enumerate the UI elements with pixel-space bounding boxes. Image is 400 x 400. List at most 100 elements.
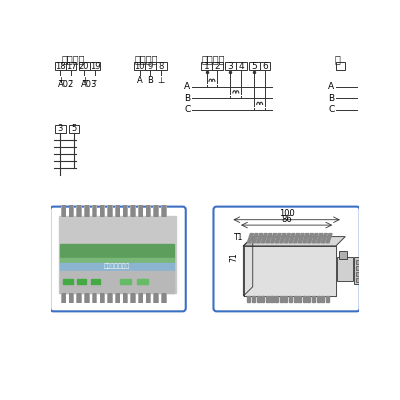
Bar — [123, 205, 127, 217]
Text: 变送输出: 变送输出 — [62, 54, 85, 64]
Polygon shape — [256, 296, 260, 302]
Bar — [107, 205, 113, 217]
Bar — [84, 205, 90, 217]
Polygon shape — [317, 234, 323, 243]
Bar — [131, 205, 135, 217]
Polygon shape — [270, 234, 277, 243]
Polygon shape — [270, 296, 274, 302]
Bar — [66, 62, 76, 70]
Bar — [116, 205, 120, 217]
Bar — [59, 216, 176, 293]
Text: 电流输入: 电流输入 — [201, 54, 225, 64]
Polygon shape — [284, 296, 287, 302]
Text: 6: 6 — [262, 62, 268, 70]
Bar — [90, 62, 100, 70]
Bar — [55, 125, 66, 133]
Bar — [63, 279, 72, 284]
Bar — [61, 205, 66, 217]
Text: B: B — [147, 76, 153, 86]
Polygon shape — [244, 237, 253, 296]
Bar — [154, 205, 159, 217]
Polygon shape — [303, 296, 306, 302]
Text: 2: 2 — [214, 62, 220, 70]
Bar — [76, 293, 82, 303]
Polygon shape — [294, 234, 300, 243]
Bar — [84, 293, 90, 303]
Bar — [123, 205, 128, 217]
Bar — [338, 258, 353, 280]
Text: +: + — [57, 76, 64, 86]
Polygon shape — [261, 234, 267, 243]
Bar — [161, 205, 166, 217]
Text: -: - — [93, 76, 96, 86]
Bar — [92, 293, 97, 303]
Text: C: C — [184, 105, 190, 114]
Bar — [85, 205, 89, 217]
Polygon shape — [289, 296, 292, 302]
Polygon shape — [280, 234, 286, 243]
Text: 20: 20 — [79, 62, 89, 70]
Text: 4: 4 — [238, 62, 244, 70]
Bar — [92, 293, 96, 303]
Text: C: C — [328, 105, 334, 114]
Bar — [120, 279, 131, 284]
Bar — [145, 62, 156, 70]
Bar — [162, 293, 166, 303]
Bar — [70, 205, 73, 217]
Bar — [260, 62, 270, 70]
Polygon shape — [326, 296, 329, 302]
Bar — [108, 293, 112, 303]
Polygon shape — [252, 234, 258, 243]
Bar — [356, 266, 362, 270]
Bar — [100, 293, 105, 303]
Bar — [91, 279, 100, 284]
Polygon shape — [247, 296, 250, 302]
Text: B: B — [328, 94, 334, 102]
Text: 18: 18 — [55, 62, 66, 70]
Bar — [154, 205, 158, 217]
FancyBboxPatch shape — [50, 207, 186, 311]
Bar — [77, 205, 81, 217]
Bar — [77, 293, 81, 303]
Bar — [131, 293, 135, 303]
Bar — [92, 205, 97, 217]
Bar — [139, 293, 143, 303]
Bar — [92, 205, 96, 217]
Text: 双路功率变送器: 双路功率变送器 — [103, 264, 130, 270]
Text: B: B — [184, 94, 190, 102]
Bar — [77, 279, 86, 284]
Bar — [61, 293, 66, 303]
Bar — [146, 205, 151, 217]
Bar — [356, 278, 362, 282]
Polygon shape — [308, 296, 310, 302]
Bar — [100, 293, 104, 303]
Bar — [55, 62, 66, 70]
Bar — [236, 62, 246, 70]
Polygon shape — [321, 234, 328, 243]
Bar — [356, 272, 362, 276]
Text: A02: A02 — [58, 80, 74, 89]
Text: 3: 3 — [228, 62, 233, 70]
Text: 3: 3 — [58, 124, 63, 133]
Bar — [130, 205, 136, 217]
Text: T1: T1 — [234, 233, 243, 242]
Bar — [146, 205, 150, 217]
Bar — [146, 293, 150, 303]
Bar — [138, 205, 143, 217]
Bar — [354, 258, 366, 284]
Polygon shape — [244, 237, 345, 246]
Bar — [60, 258, 174, 263]
Bar — [339, 251, 347, 259]
Polygon shape — [280, 296, 283, 302]
Bar — [62, 205, 66, 217]
Polygon shape — [298, 296, 301, 302]
Text: 1: 1 — [204, 62, 210, 70]
Text: 电: 电 — [334, 54, 340, 64]
Bar — [161, 293, 166, 303]
Text: 86: 86 — [281, 215, 292, 224]
Bar — [60, 244, 174, 258]
Text: A: A — [184, 82, 190, 91]
Text: 9: 9 — [148, 62, 153, 70]
Polygon shape — [294, 296, 297, 302]
Polygon shape — [298, 234, 304, 243]
